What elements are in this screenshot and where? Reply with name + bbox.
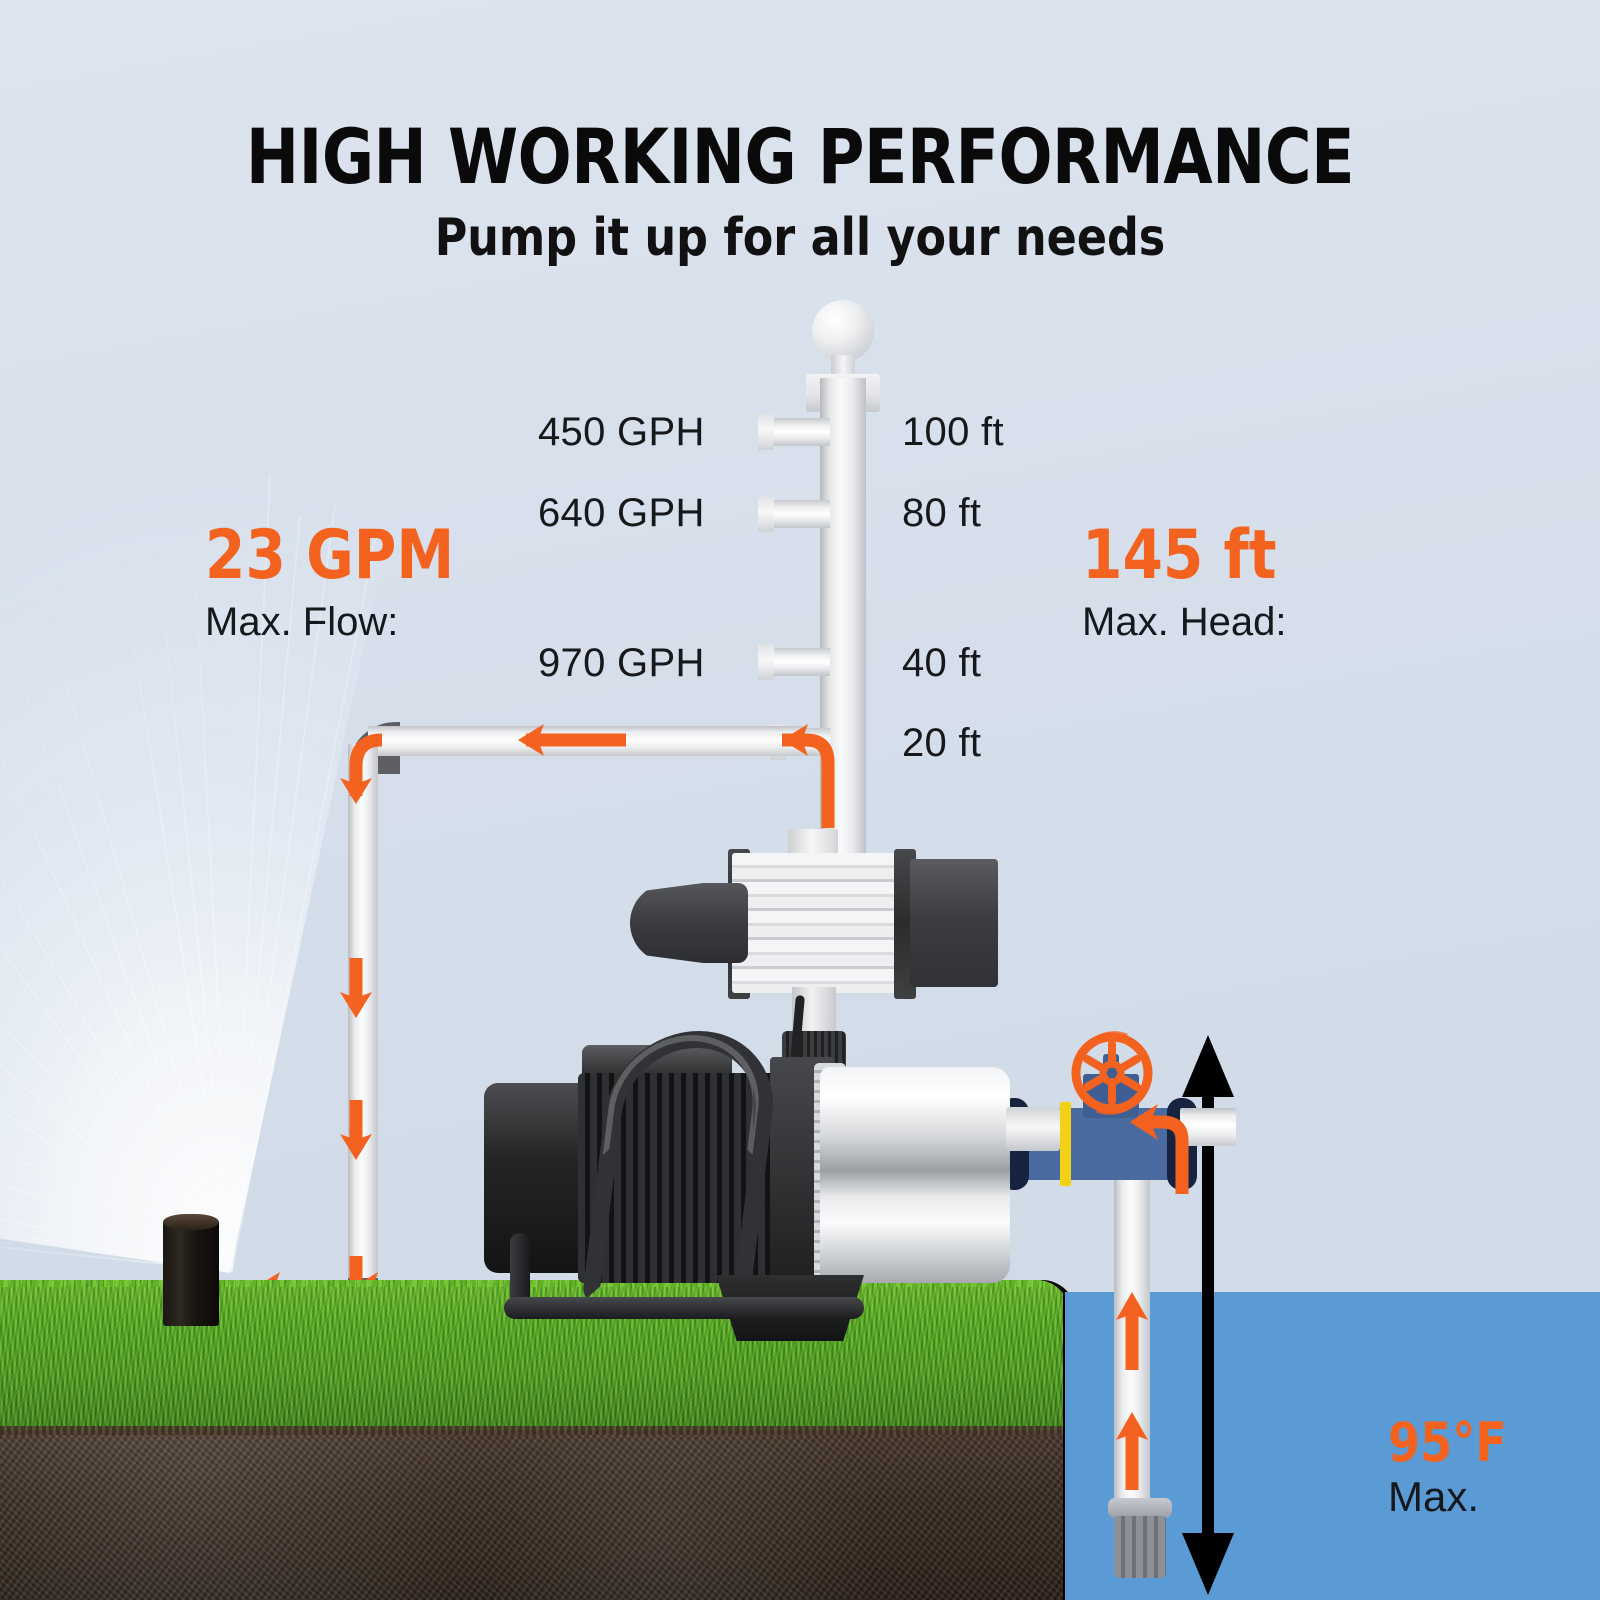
grass-top-edge bbox=[0, 1280, 1070, 1287]
foot-valve-strainer-icon bbox=[1108, 1498, 1172, 1578]
callout-max-flow: 23 GPM Max. Flow: bbox=[205, 516, 467, 644]
callout-max-head: 145 ft Max. Head: bbox=[1082, 516, 1287, 644]
double-head-arrow-icon bbox=[1182, 1035, 1234, 1595]
riser-ball-cap bbox=[812, 300, 874, 362]
sprinkler-head-top bbox=[163, 1214, 219, 1230]
motor-end-cap bbox=[484, 1083, 586, 1273]
spec-head-80: 80 ft bbox=[902, 491, 982, 535]
page-title: HIGH WORKING PERFORMANCE bbox=[245, 112, 1355, 201]
spec-head-20: 20 ft bbox=[902, 721, 982, 765]
pump-discharge-port bbox=[1006, 1107, 1060, 1151]
sprinkler-head-icon bbox=[163, 1218, 219, 1326]
callout-max-head-value: 145 ft bbox=[1082, 516, 1277, 595]
controller-electronics-box bbox=[910, 859, 998, 987]
pump-base-leg bbox=[510, 1233, 530, 1317]
spec-flow-640: 640 GPH bbox=[538, 491, 705, 535]
vertical-delivery-pipe bbox=[348, 744, 378, 1306]
riser-stub-cap-100ft bbox=[758, 414, 774, 450]
riser-stub-cap-80ft bbox=[758, 496, 774, 532]
callout-max-temp: 95°F Max. bbox=[1388, 1416, 1513, 1518]
pressure-controller-body bbox=[732, 853, 912, 993]
valve-inlet-arrow bbox=[1130, 1104, 1189, 1194]
callout-max-flow-value: 23 GPM bbox=[205, 516, 455, 595]
page-subtitle: Pump it up for all your needs bbox=[434, 208, 1166, 268]
callout-max-flow-label: Max. Flow: bbox=[205, 600, 399, 644]
valve-stripe bbox=[1060, 1102, 1071, 1186]
jet-pump-unit bbox=[470, 829, 1060, 1365]
handwheel-icon[interactable] bbox=[1069, 1030, 1155, 1116]
strainer-cap bbox=[1108, 1498, 1172, 1518]
riser-stub-cap-40ft bbox=[758, 644, 774, 680]
valve-outlet-pipe bbox=[1180, 1108, 1236, 1146]
soil-layer bbox=[0, 1426, 1070, 1600]
callout-max-temp-value: 95°F bbox=[1388, 1411, 1507, 1474]
spec-head-100: 100 ft bbox=[902, 410, 1004, 454]
spec-flow-450: 450 GPH bbox=[538, 410, 705, 454]
spec-flow-970: 970 GPH bbox=[538, 641, 705, 685]
water-surface-wave bbox=[1065, 1298, 1600, 1338]
soil-top-edge bbox=[0, 1426, 1070, 1435]
callout-max-head-label: Max. Head: bbox=[1082, 600, 1287, 644]
stainless-pump-housing bbox=[820, 1067, 1010, 1283]
callout-max-temp-label: Max. bbox=[1388, 1473, 1480, 1520]
motor-housing bbox=[578, 1073, 788, 1283]
pump-base-bar bbox=[504, 1297, 864, 1319]
spec-head-40: 40 ft bbox=[902, 641, 982, 685]
strainer-body bbox=[1114, 1516, 1166, 1578]
controller-nozzle bbox=[630, 883, 748, 963]
